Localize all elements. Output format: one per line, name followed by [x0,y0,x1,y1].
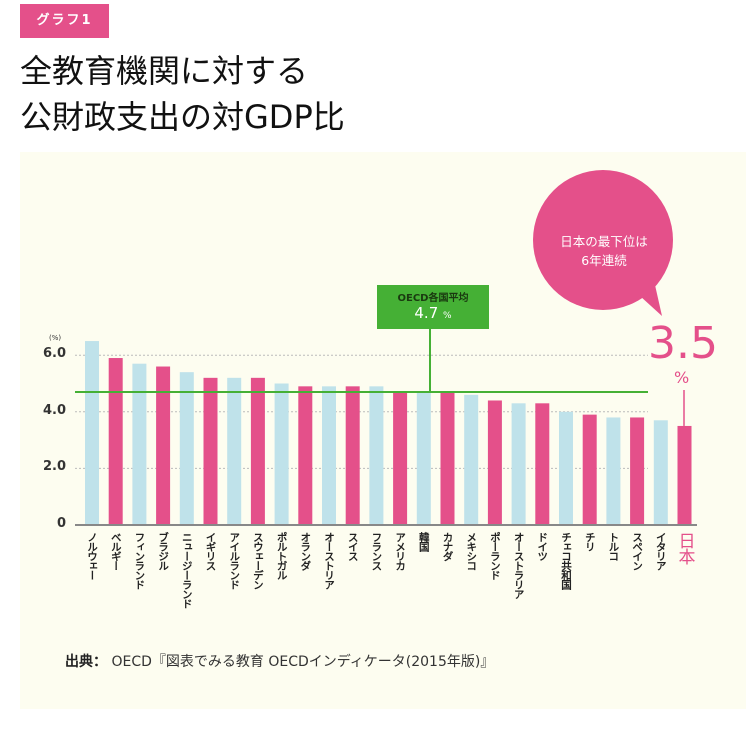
x-tick-label: イギリス [204,532,217,570]
y-tick-label: 2.0 [42,459,66,475]
bubble-line-1: 日本の最下位は [560,234,648,249]
bar [108,358,123,525]
bar [416,391,431,525]
x-tick-label: スウェーデン [251,532,264,589]
y-tick-label: 0 [56,516,66,531]
x-tick-label: 韓国 [417,532,430,551]
bar [393,391,408,525]
x-tick-label: イタリア [654,532,667,570]
x-tick-label: ドイツ [536,532,549,561]
x-tick-label: オーストリア [323,532,335,589]
title-line-2: 公財政支出の対GDP比 [20,98,345,136]
bar [559,411,573,525]
bar [606,417,621,525]
y-tick-label: 4.0 [42,402,66,418]
bar [369,386,384,525]
x-tick-label: チェコ共和国 [560,532,572,589]
x-tick-label: オランダ [299,532,312,570]
y-tick-label: 6.0 [42,346,66,362]
x-tick-label: ベルギー [109,532,122,570]
x-tick-label: ポーランド [488,532,501,580]
source-note: 出典： OECD『図表でみる教育 OECDインディケータ(2015年版)』 [65,651,494,671]
x-tick-label: 日本 [674,532,695,564]
speech-bubble-text: 日本の最下位は 6年連続 [540,232,668,270]
bar [179,372,194,525]
bar [203,377,218,525]
bar [156,366,171,525]
source-text: OECD『図表でみる教育 OECDインディケータ(2015年版)』 [111,654,495,670]
x-tick-label: メキシコ [465,532,478,570]
graph-tag: グラフ1 [20,4,109,38]
japan-unit: % [674,368,690,387]
bar [132,363,147,525]
average-label: OECD各国平均 [397,293,469,304]
speech-bubble-tail [640,285,662,316]
title-line-1: 全教育機関に対する [20,52,309,90]
x-tick-label: チリ [583,532,596,551]
bar [298,386,313,525]
y-axis-unit: (%) [49,334,62,342]
oecd-average-box: OECD各国平均 4.7 % [377,285,489,329]
bar [322,386,336,525]
average-value: 4.7 [414,304,439,322]
x-tick-label: スペイン [631,532,644,570]
bar [274,383,289,525]
bar [440,391,455,525]
bar [677,425,692,525]
bar [250,377,265,525]
bar [345,386,360,525]
x-tick-label: ポルトガル [275,532,288,580]
x-tick-label: トルコ [607,532,620,561]
bar [630,417,645,525]
x-tick-label: ノルウェー [86,532,98,580]
bar [535,403,550,525]
bar [227,377,242,525]
x-tick-label: フランス [370,532,383,570]
average-unit: % [443,311,452,321]
bar [464,394,479,525]
bar [487,400,502,525]
x-tick-label: アメリカ [394,532,407,570]
bar [653,420,668,525]
speech-bubble [533,170,673,310]
x-tick-label: ブラジル [157,532,170,570]
source-label: 出典： [65,654,107,670]
bubble-line-2: 6年連続 [581,253,627,268]
bar [511,403,526,525]
bar [582,414,597,525]
x-tick-label: フィンランド [133,532,146,589]
page-title: 全教育機関に対する 公財政支出の対GDP比 [20,48,345,140]
x-tick-label: ニュージーランド [180,532,193,608]
x-tick-label: スイス [346,532,359,561]
x-tick-label: オーストラリア [512,532,525,599]
bar [85,341,99,525]
japan-value: 3.5 [648,318,718,369]
x-tick-label: カナダ [441,532,454,561]
x-tick-label: アイルランド [228,532,241,589]
